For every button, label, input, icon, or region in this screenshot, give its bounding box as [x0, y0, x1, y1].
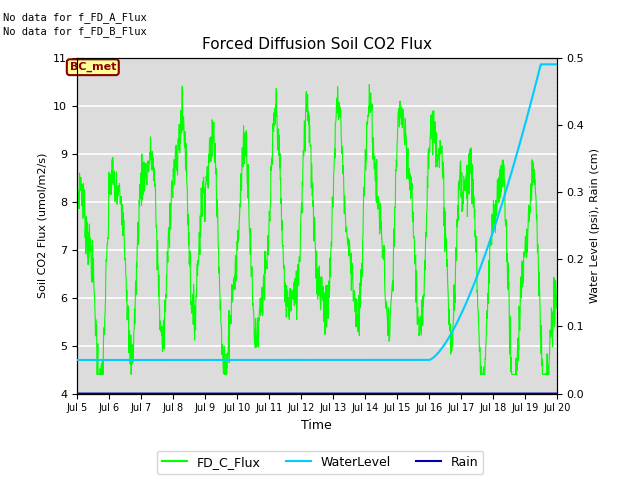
Text: No data for f_FD_B_Flux: No data for f_FD_B_Flux	[3, 26, 147, 37]
Text: BC_met: BC_met	[70, 62, 116, 72]
Text: No data for f_FD_A_Flux: No data for f_FD_A_Flux	[3, 12, 147, 23]
Y-axis label: Water Level (psi), Rain (cm): Water Level (psi), Rain (cm)	[590, 148, 600, 303]
Title: Forced Diffusion Soil CO2 Flux: Forced Diffusion Soil CO2 Flux	[202, 37, 432, 52]
Y-axis label: Soil CO2 Flux (umol/m2/s): Soil CO2 Flux (umol/m2/s)	[38, 153, 47, 298]
X-axis label: Time: Time	[301, 419, 332, 432]
Legend: FD_C_Flux, WaterLevel, Rain: FD_C_Flux, WaterLevel, Rain	[157, 451, 483, 474]
